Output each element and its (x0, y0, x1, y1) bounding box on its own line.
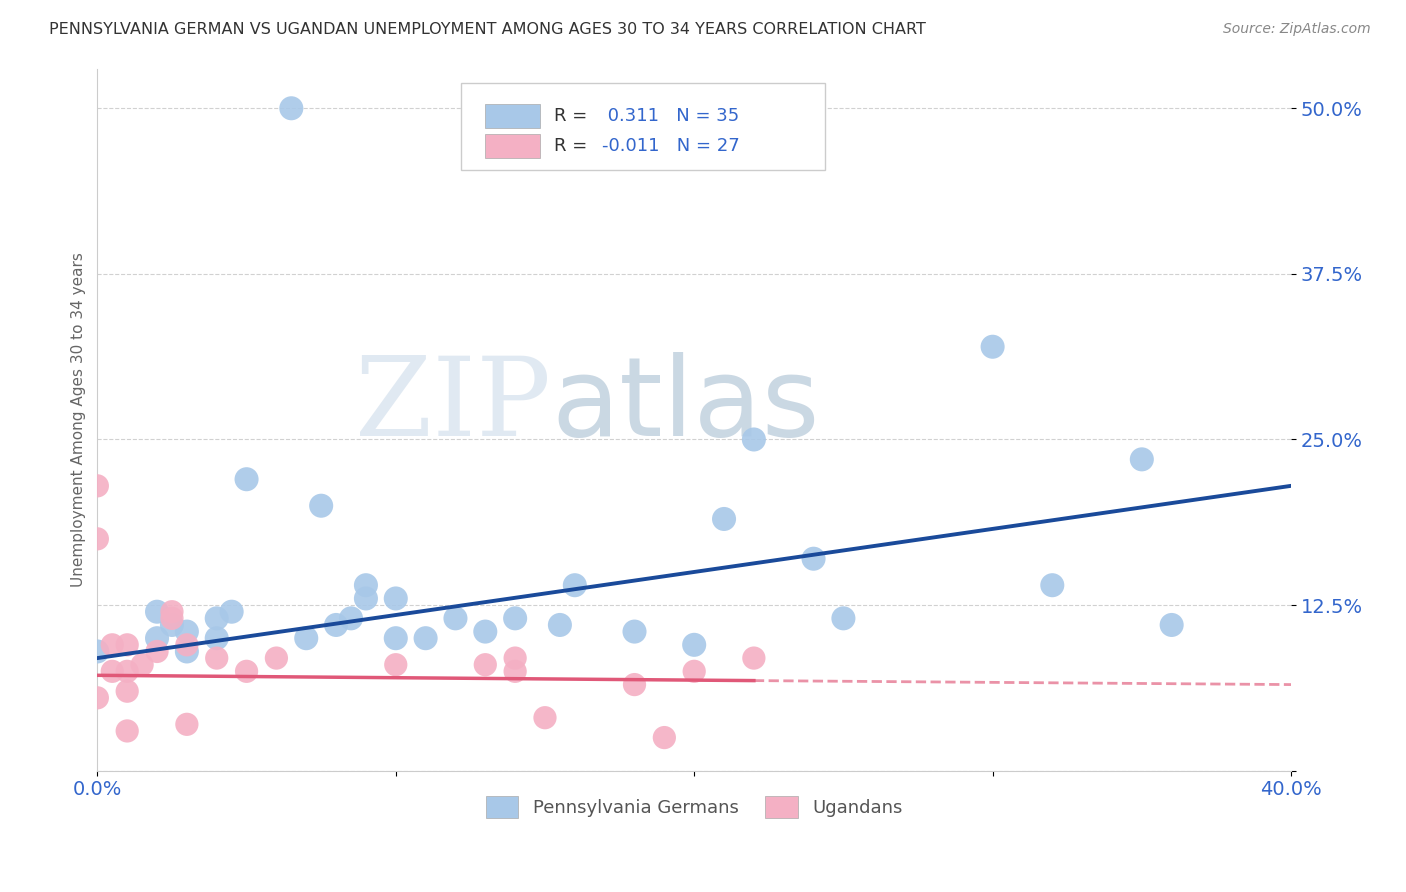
Point (86, 479, 108, 493)
Point (176, 624, 198, 639)
Point (115, 638, 138, 652)
Point (86, 690, 108, 705)
Point (474, 624, 496, 639)
Point (354, 591, 377, 606)
Point (742, 433, 765, 447)
Point (235, 472, 257, 486)
Point (713, 512, 735, 526)
FancyBboxPatch shape (485, 134, 540, 158)
Point (1130, 452, 1153, 467)
Point (146, 605, 169, 619)
Point (115, 665, 138, 679)
Point (205, 611, 228, 625)
Point (176, 644, 198, 658)
Point (146, 644, 169, 658)
Point (340, 611, 363, 625)
Point (235, 665, 257, 679)
Point (101, 665, 124, 679)
Point (1040, 578, 1063, 592)
Text: ZIP: ZIP (354, 352, 551, 459)
Point (205, 651, 228, 665)
Point (160, 618, 183, 632)
Text: atlas: atlas (551, 352, 820, 459)
Point (384, 591, 406, 606)
Point (654, 731, 676, 745)
Point (1160, 618, 1182, 632)
Point (981, 340, 1004, 354)
Point (115, 723, 138, 738)
Point (146, 631, 169, 645)
Point (503, 651, 526, 665)
Point (832, 611, 855, 625)
Text: R =: R = (554, 136, 593, 155)
Text: 0.311   N = 35: 0.311 N = 35 (602, 107, 740, 125)
Point (160, 611, 183, 625)
Point (160, 605, 183, 619)
Point (101, 638, 124, 652)
Text: -0.011   N = 27: -0.011 N = 27 (602, 136, 740, 155)
Point (803, 551, 825, 566)
Point (742, 651, 765, 665)
Point (384, 657, 406, 672)
Point (623, 677, 645, 691)
Y-axis label: Unemployment Among Ages 30 to 34 years: Unemployment Among Ages 30 to 34 years (72, 252, 86, 587)
Point (534, 711, 557, 725)
Point (295, 631, 318, 645)
Point (503, 665, 526, 679)
Point (415, 631, 437, 645)
Point (503, 611, 526, 625)
Point (384, 631, 406, 645)
Point (86, 532, 108, 546)
Text: Source: ZipAtlas.com: Source: ZipAtlas.com (1223, 22, 1371, 37)
Point (683, 638, 706, 652)
Point (221, 605, 243, 619)
Point (623, 624, 645, 639)
Point (266, 651, 288, 665)
Point (444, 611, 467, 625)
Point (115, 684, 138, 698)
Point (176, 638, 198, 652)
Point (564, 578, 586, 592)
Point (354, 578, 377, 592)
Point (205, 631, 228, 645)
FancyBboxPatch shape (485, 103, 540, 128)
Point (86, 644, 108, 658)
Point (548, 618, 571, 632)
Text: PENNSYLVANIA GERMAN VS UGANDAN UNEMPLOYMENT AMONG AGES 30 TO 34 YEARS CORRELATIO: PENNSYLVANIA GERMAN VS UGANDAN UNEMPLOYM… (49, 22, 927, 37)
Point (474, 657, 496, 672)
FancyBboxPatch shape (461, 83, 825, 170)
Point (325, 618, 347, 632)
Point (176, 717, 198, 731)
Text: R =: R = (554, 107, 593, 125)
Point (131, 657, 153, 672)
Point (309, 499, 332, 513)
Point (683, 665, 706, 679)
Point (280, 101, 302, 115)
Legend: Pennsylvania Germans, Ugandans: Pennsylvania Germans, Ugandans (478, 789, 910, 825)
